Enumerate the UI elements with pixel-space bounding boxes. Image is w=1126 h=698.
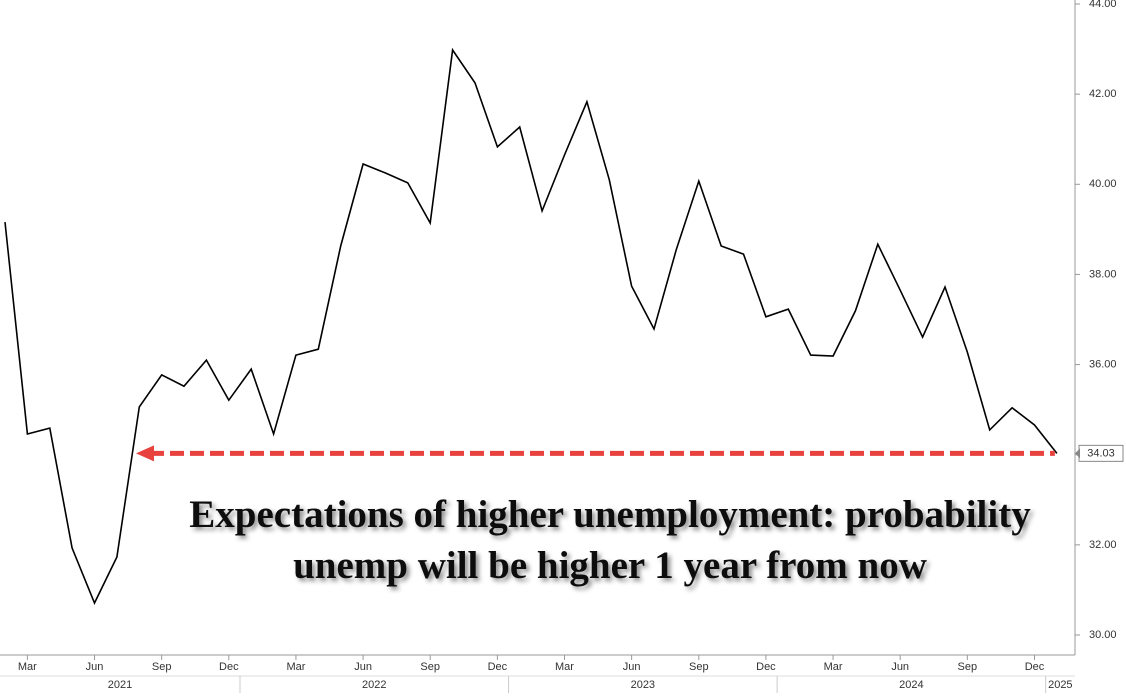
x-tick-label: Dec (488, 661, 508, 673)
x-tick-label: Mar (824, 661, 843, 673)
x-tick-label: Sep (420, 661, 440, 673)
x-tick-label: Jun (891, 661, 909, 673)
x-tick-label: Jun (623, 661, 641, 673)
y-tick-label: 40.00 (1089, 178, 1117, 190)
y-tick-label: 42.00 (1089, 88, 1117, 100)
year-label: 2022 (362, 679, 386, 691)
y-tick-label: 32.00 (1089, 539, 1117, 551)
year-label: 2023 (631, 679, 655, 691)
x-tick-label: Mar (286, 661, 305, 673)
x-tick-label: Sep (689, 661, 709, 673)
x-tick-label: Dec (219, 661, 239, 673)
x-tick-label: Mar (555, 661, 574, 673)
x-tick-label: Sep (958, 661, 978, 673)
x-tick-label: Jun (354, 661, 372, 673)
y-tick-label: 36.00 (1089, 358, 1117, 370)
year-label: 2024 (899, 679, 923, 691)
y-tick-label: 30.00 (1089, 629, 1117, 641)
year-label: 2021 (108, 679, 132, 691)
y-tick-label: 38.00 (1089, 268, 1117, 280)
last-value-pointer (1075, 448, 1080, 459)
x-tick-label: Jun (86, 661, 104, 673)
x-tick-label: Dec (1025, 661, 1045, 673)
x-tick-label: Sep (152, 661, 172, 673)
x-tick-label: Dec (756, 661, 776, 673)
last-value-label: 34.03 (1087, 447, 1115, 459)
line (4, 47, 1058, 605)
x-tick-label: Mar (18, 661, 37, 673)
annotation: Expectations of higher unemployment: pro… (189, 493, 1031, 536)
y-tick-label: 44.00 (1089, 0, 1117, 10)
reference-arrow (136, 445, 154, 462)
year-label: 2025 (1048, 679, 1072, 691)
annotation: unemp will be higher 1 year from now (293, 544, 927, 587)
